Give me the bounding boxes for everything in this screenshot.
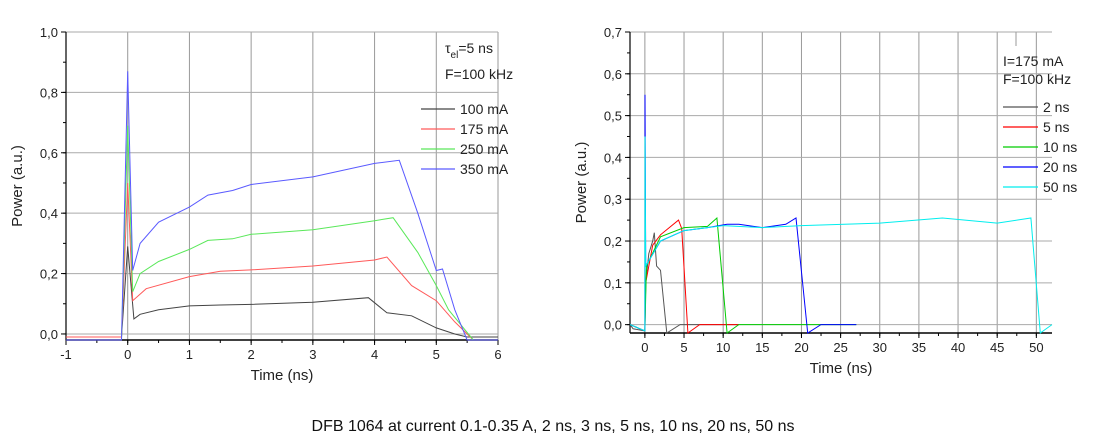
- tau-symbol: τ: [445, 40, 451, 56]
- x-tick-label: 6: [494, 347, 501, 362]
- x-tick-label: 20: [794, 340, 808, 355]
- y-tick-label: 0,2: [40, 267, 58, 282]
- x-tick-label: 5: [680, 340, 687, 355]
- chart-2: 0 5 10 15 20 25 30 35 40 45 50 0,0 0,1 0,2 0,3 0,4 0,5 0,…: [573, 25, 1077, 377]
- x-tick-label: 25: [833, 340, 847, 355]
- annotation-frequency: F=100 kHz: [445, 66, 513, 82]
- x-tick-label: 4: [371, 347, 378, 362]
- x-tick-label: 15: [755, 340, 769, 355]
- legend: I=175 mA F=100 kHz 2 ns 5 ns 10 ns 20 ns 50 ns: [1003, 32, 1077, 195]
- y-tick-label: 0,2: [604, 234, 622, 249]
- x-tick-label: 50: [1029, 340, 1043, 355]
- y-tick-label: 0,5: [604, 109, 622, 124]
- tau-value: =5 ns: [458, 40, 493, 56]
- y-tick-label: 0,4: [604, 150, 622, 165]
- legend: τel=5 ns F=100 kHz 100 mA 175 mA 250 mA 350 m…: [421, 40, 513, 177]
- legend-label: 2 ns: [1043, 99, 1069, 115]
- x-tick-label: 1: [186, 347, 193, 362]
- y-tick-label: 0,6: [40, 146, 58, 161]
- x-tick-label: 5: [433, 347, 440, 362]
- annotation-frequency: F=100 kHz: [1003, 71, 1071, 87]
- y-tick-label: 0,0: [40, 327, 58, 342]
- x-axis-label: Time (ns): [810, 360, 873, 377]
- series-line-50-ns: [629, 136, 1053, 334]
- y-tick-label: 0,7: [604, 25, 622, 40]
- y-tick-label: 0,8: [40, 85, 58, 100]
- x-tick-label: 10: [716, 340, 730, 355]
- legend-label: 100 mA: [460, 101, 509, 117]
- y-tick-label: 0,6: [604, 67, 622, 82]
- x-tick-label: 2: [248, 347, 255, 362]
- series-line-20-ns: [629, 94, 857, 334]
- y-tick-label: 0,0: [604, 318, 622, 333]
- figure-caption: DFB 1064 at current 0.1-0.35 A, 2 ns, 3 …: [311, 418, 795, 435]
- x-tick-label: 30: [873, 340, 887, 355]
- x-tick-label: 0: [124, 347, 131, 362]
- series-line-250-mA: [66, 125, 498, 341]
- series-line-100-mA: [66, 246, 498, 338]
- y-tick-label: 0,3: [604, 192, 622, 207]
- x-tick-label: -1: [60, 347, 72, 362]
- annotation-current: I=175 mA: [1003, 53, 1064, 69]
- legend-label: 250 mA: [460, 141, 509, 157]
- legend-label: 350 mA: [460, 161, 509, 177]
- x-tick-label: 40: [951, 340, 965, 355]
- chart-1: -1 0 1 2 3 4 5 6 0,0 0,2 0,4 0,6 0,8 1,0 Time (ns) Powe…: [9, 25, 513, 384]
- y-tick-label: 1,0: [40, 25, 58, 40]
- series-line-10-ns: [629, 216, 857, 334]
- series-line-350-mA: [66, 71, 498, 341]
- series-line-175-mA: [66, 182, 498, 341]
- y-axis-label: Power (a.u.): [9, 145, 26, 227]
- x-tick-label: 35: [912, 340, 926, 355]
- legend-label: 5 ns: [1043, 119, 1069, 135]
- tau-subscript: el: [451, 50, 459, 61]
- legend-label: 50 ns: [1043, 179, 1077, 195]
- x-tick-label: 45: [990, 340, 1004, 355]
- x-tick-label: 3: [309, 347, 316, 362]
- legend-label: 20 ns: [1043, 159, 1077, 175]
- x-tick-label: 0: [641, 340, 648, 355]
- y-tick-label: 0,4: [40, 206, 58, 221]
- y-axis-label: Power (a.u.): [573, 142, 590, 224]
- legend-label: 10 ns: [1043, 139, 1077, 155]
- annotation-tau: τel=5 ns: [445, 40, 493, 61]
- y-tick-label: 0,1: [604, 276, 622, 291]
- x-axis-label: Time (ns): [251, 367, 314, 384]
- legend-label: 175 mA: [460, 121, 509, 137]
